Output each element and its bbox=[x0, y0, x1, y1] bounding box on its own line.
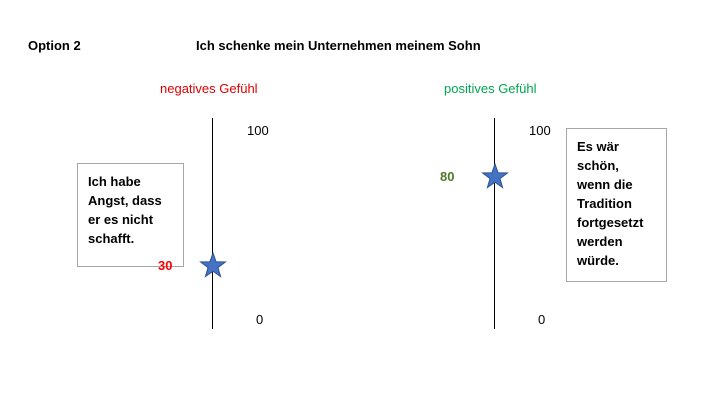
negative-value-star-icon bbox=[199, 251, 227, 279]
negative-scale-max-label: 100 bbox=[247, 123, 269, 138]
negative-scale-min-label: 0 bbox=[256, 312, 264, 327]
option-label: Option 2 bbox=[28, 38, 81, 53]
page-title: Ich schenke mein Unternehmen meinem Sohn bbox=[196, 38, 481, 53]
positive-scale-min-label: 0 bbox=[538, 312, 546, 327]
positive-scale-heading: positives Gefühl bbox=[444, 81, 537, 96]
negative-note-box: Ich habe Angst, dass er es nicht schafft… bbox=[77, 163, 184, 267]
negative-value-label: 30 bbox=[158, 258, 173, 274]
negative-scale-axis bbox=[212, 118, 214, 329]
positive-value-label: 80 bbox=[440, 168, 455, 184]
positive-value-star-icon bbox=[481, 162, 509, 189]
positive-scale-max-label: 100 bbox=[529, 123, 551, 138]
negative-scale-heading: negatives Gefühl bbox=[160, 81, 258, 96]
positive-scale-axis bbox=[494, 118, 496, 329]
positive-note-box: Es wär schön, wenn die Tradition fortges… bbox=[566, 128, 667, 282]
